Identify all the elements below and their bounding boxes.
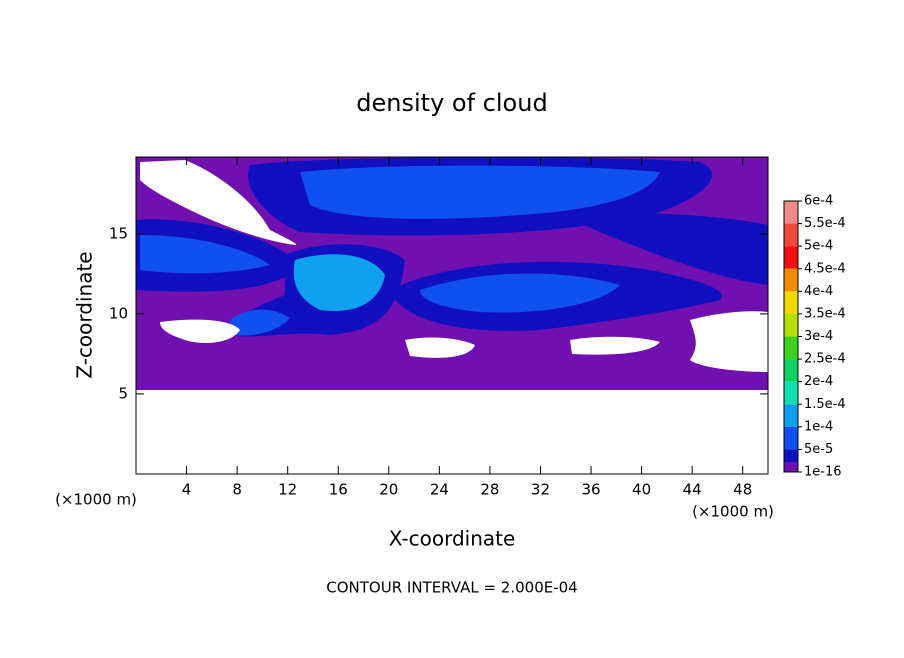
x-tick-label: 28 <box>480 481 499 499</box>
x-tick-label: 4 <box>182 481 192 499</box>
field-hole <box>405 337 475 358</box>
x-axis-label: X-coordinate <box>389 527 516 551</box>
colorbar-frame <box>783 200 799 473</box>
colorbar-swatch <box>784 268 798 292</box>
colorbar-swatch <box>784 462 798 472</box>
colorbar-swatch <box>784 246 798 269</box>
colorbar: 6e-4 5.5e-4 5e-4 4.5e-4 4e-4 3.5e-4 3e-4 2.5e-4… <box>783 194 846 480</box>
field-hole <box>570 336 660 355</box>
colorbar-swatch <box>784 381 798 405</box>
x-tick-label: 40 <box>632 481 651 499</box>
colorbar-label: 1.5e-4 <box>804 397 846 412</box>
field-hole <box>690 311 768 372</box>
y-tick-label: 10 <box>109 304 128 322</box>
colorbar-swatch <box>784 201 798 224</box>
colorbar-swatch <box>784 404 798 427</box>
x-tick-label: 48 <box>733 481 752 499</box>
field-region <box>420 273 620 313</box>
x-tick-label: 20 <box>379 481 398 499</box>
field-region <box>230 309 290 336</box>
field-hole <box>140 160 297 245</box>
colorbar-label: 5e-4 <box>804 239 833 254</box>
field-region <box>560 213 768 285</box>
colorbar-label: 3e-4 <box>804 329 833 344</box>
colorbar-label: 1e-4 <box>804 419 833 434</box>
colorbar-swatch <box>784 291 798 314</box>
colorbar-label: 4.5e-4 <box>804 261 846 276</box>
field-region <box>140 235 270 274</box>
field-region <box>293 254 385 311</box>
field-region <box>300 165 660 219</box>
x-tick-label: 32 <box>531 481 550 499</box>
footer-note: CONTOUR INTERVAL = 2.000E-04 <box>326 579 577 597</box>
colorbar-swatch <box>784 336 798 360</box>
x-tick-label: 24 <box>430 481 449 499</box>
colorbar-swatch <box>784 359 798 382</box>
y-axis-label: Z-coordinate <box>73 251 97 378</box>
colorbar-swatch <box>784 313 798 337</box>
colorbar-label: 1e-16 <box>804 465 842 480</box>
x-tick-label: 12 <box>278 481 297 499</box>
colorbar-swatch <box>784 223 798 247</box>
x-tick-label: 36 <box>581 481 600 499</box>
field-empty <box>136 390 768 474</box>
x-tick-label: 44 <box>683 481 702 499</box>
field-hole <box>160 319 240 343</box>
colorbar-label: 5e-5 <box>804 442 833 457</box>
colorbar-swatch <box>784 426 798 450</box>
colorbar-label: 6e-4 <box>804 194 833 209</box>
colorbar-label: 5.5e-4 <box>804 216 846 231</box>
y-unit: (×1000 m) <box>55 491 137 509</box>
y-tick-label: 5 <box>118 384 128 402</box>
colorbar-label: 2.5e-4 <box>804 352 846 367</box>
x-unit: (×1000 m) <box>692 503 774 521</box>
x-tick-label: 8 <box>232 481 242 499</box>
colorbar-label: 2e-4 <box>804 374 833 389</box>
plot-frame <box>135 156 769 475</box>
x-tick-label: 16 <box>329 481 348 499</box>
y-tick-label: 15 <box>109 224 128 242</box>
colorbar-label: 3.5e-4 <box>804 306 846 321</box>
chart-title: density of cloud <box>356 89 547 117</box>
colorbar-label: 4e-4 <box>804 284 833 299</box>
contour-field <box>136 157 768 474</box>
